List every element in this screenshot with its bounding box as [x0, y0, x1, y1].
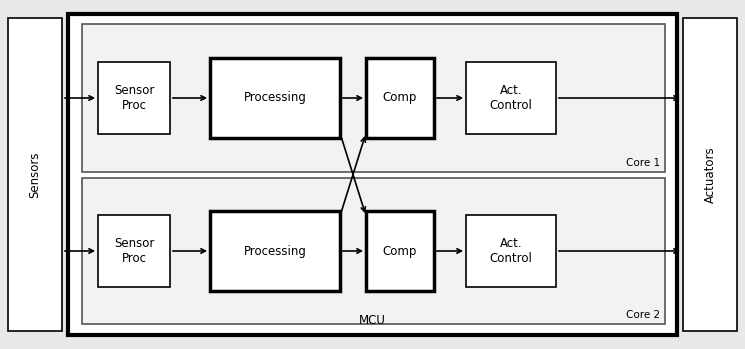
Text: Processing: Processing — [244, 245, 306, 258]
Text: Act.
Control: Act. Control — [489, 237, 533, 265]
Text: Comp: Comp — [383, 245, 417, 258]
Bar — [366, 58, 434, 138]
Bar — [8, 18, 62, 331]
Bar — [82, 24, 665, 172]
Bar — [210, 58, 340, 138]
Text: Core 2: Core 2 — [626, 310, 660, 320]
Bar — [683, 18, 737, 331]
Bar — [98, 62, 170, 134]
Text: Processing: Processing — [244, 91, 306, 104]
Text: Sensor
Proc: Sensor Proc — [114, 237, 154, 265]
Text: Core 1: Core 1 — [626, 158, 660, 168]
Text: Sensors: Sensors — [28, 151, 42, 198]
Text: Actuators: Actuators — [703, 146, 717, 203]
Bar — [82, 178, 665, 324]
Text: Sensor
Proc: Sensor Proc — [114, 84, 154, 112]
Bar — [210, 211, 340, 291]
Text: MCU: MCU — [359, 314, 386, 327]
Text: Act.
Control: Act. Control — [489, 84, 533, 112]
Bar — [466, 62, 556, 134]
Text: Comp: Comp — [383, 91, 417, 104]
Bar — [98, 215, 170, 287]
Bar — [68, 14, 677, 335]
Bar — [366, 211, 434, 291]
Bar — [466, 215, 556, 287]
